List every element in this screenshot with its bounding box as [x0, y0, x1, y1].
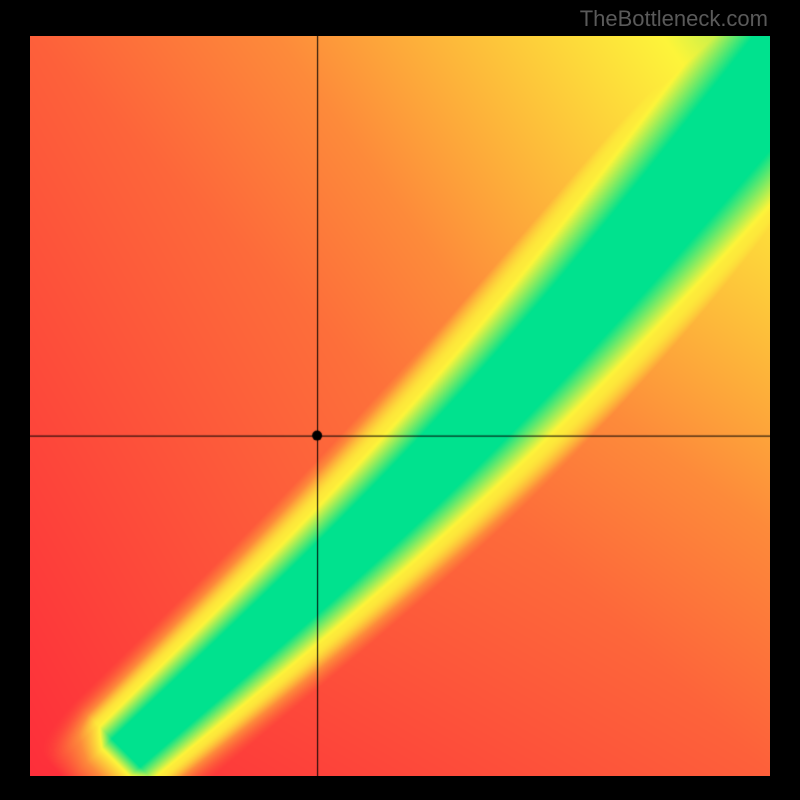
chart-container: { "watermark": { "text": "TheBottleneck.… — [0, 0, 800, 800]
watermark-text: TheBottleneck.com — [580, 6, 768, 32]
heatmap-canvas — [30, 36, 770, 776]
